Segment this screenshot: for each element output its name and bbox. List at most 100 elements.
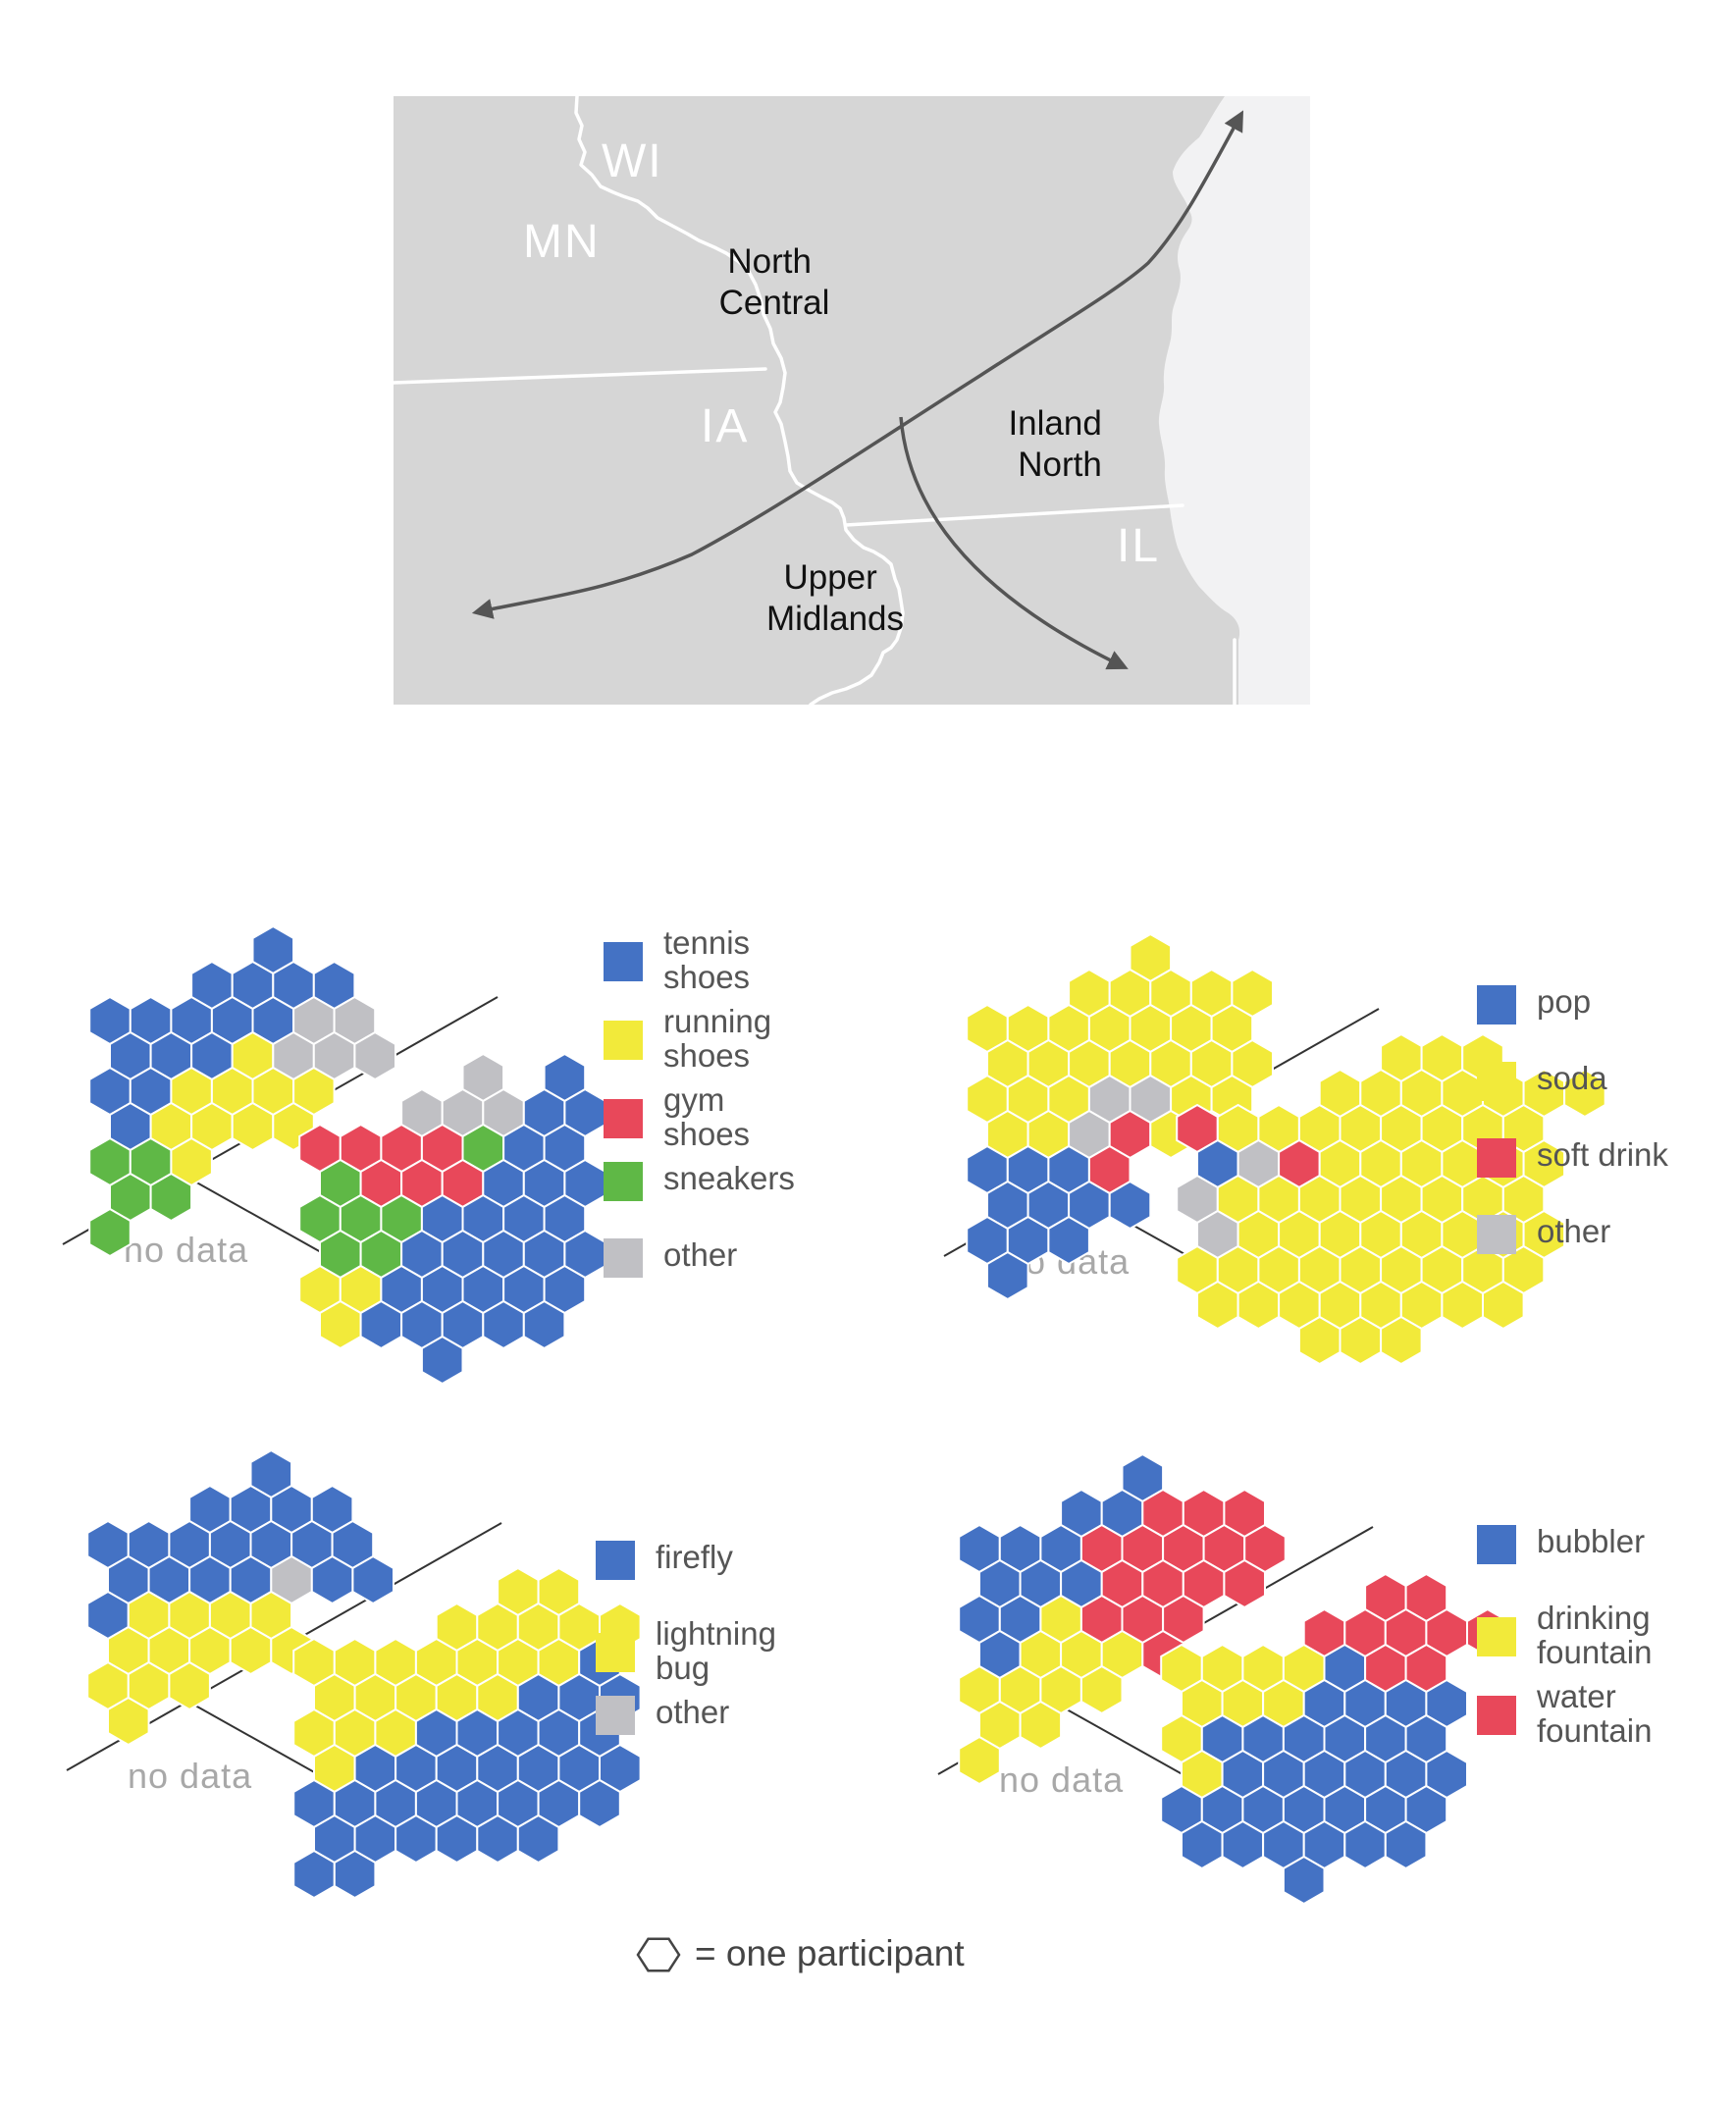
- region-label-line: Central: [719, 284, 830, 322]
- hex-cluster-north-central: [966, 932, 1274, 1301]
- legend-item: bubbler: [1477, 1523, 1645, 1564]
- region-label-line: North: [727, 242, 812, 281]
- participant-hex: [1223, 1558, 1266, 1609]
- participant-hex: [353, 1030, 396, 1081]
- hex-cluster-north-central: [86, 1448, 395, 1747]
- hex-cluster-north-central: [88, 924, 396, 1258]
- hex-cluster-inland-north: [298, 1052, 606, 1386]
- legend-label: soda: [1537, 1060, 1607, 1096]
- dialect-branch-arrow: [899, 416, 1129, 670]
- legend-label-line: bug: [656, 1650, 710, 1686]
- region-label-line: Inland: [1008, 404, 1101, 443]
- legend-item: soft drink: [1477, 1136, 1668, 1178]
- participant-hex: [986, 1250, 1029, 1301]
- legend-item: gym shoes: [604, 1081, 750, 1152]
- panel-firefly: no data firefly lightning bug other: [66, 1448, 776, 1900]
- participant-hex: [1019, 1700, 1063, 1751]
- participant-hex: [578, 1778, 621, 1829]
- participant-hex: [149, 1172, 193, 1223]
- no-data-label: no data: [128, 1756, 252, 1796]
- hex-cluster-inland-north: [292, 1566, 642, 1900]
- legend-item: other: [1477, 1213, 1610, 1254]
- hex-cluster-inland-north: [1160, 1572, 1509, 1906]
- no-data-label: no data: [999, 1760, 1124, 1800]
- legend-label-line: water: [1536, 1678, 1616, 1714]
- no-data-label: no data: [124, 1230, 248, 1270]
- region-label-line: North: [1018, 446, 1102, 484]
- legend-swatch: [604, 1021, 643, 1060]
- legend-label-line: other: [656, 1694, 729, 1730]
- legend-swatch: [604, 1238, 643, 1278]
- legend-label: bubbler: [1537, 1523, 1645, 1559]
- legend-label: firefly: [656, 1539, 733, 1575]
- legend-item: tennis shoes: [604, 924, 750, 995]
- region-label-line: Midlands: [766, 600, 904, 638]
- participant-hex: [168, 1660, 211, 1711]
- region-label-upper-midlands: Upper Midlands: [766, 558, 904, 638]
- legend-item: firefly: [596, 1539, 733, 1580]
- participant-hex: [420, 1335, 464, 1386]
- hex-cluster-north-central: [958, 1452, 1287, 1786]
- hexagon-key-label: = one participant: [695, 1933, 965, 1973]
- legend-label: water fountain: [1536, 1678, 1652, 1749]
- region-label-inland-north: Inland North: [1008, 404, 1111, 484]
- legend-label-line: gym: [663, 1081, 724, 1118]
- participant-hex: [88, 1207, 132, 1258]
- legend-swatch: [1477, 1062, 1516, 1101]
- legend-label-line: fountain: [1537, 1712, 1652, 1749]
- participant-hex: [351, 1554, 395, 1605]
- region-label-north-central: North Central: [719, 242, 830, 322]
- legend-label-line: fountain: [1537, 1634, 1652, 1670]
- legend-label: other: [663, 1236, 737, 1273]
- legend-label: other: [656, 1694, 729, 1730]
- participant-hex: [333, 1849, 377, 1900]
- dialect-region-map: WI MN IA IL North Central Inland North U…: [394, 96, 1310, 705]
- state-label-mn: MN: [523, 216, 601, 268]
- legend-label: soft drink: [1537, 1136, 1668, 1173]
- legend-item: lightning bug: [596, 1615, 776, 1686]
- state-label-wi: WI: [602, 135, 663, 187]
- legend-label-line: firefly: [656, 1539, 733, 1575]
- region-label-line: Upper: [783, 558, 877, 597]
- legend-item: water fountain: [1477, 1678, 1652, 1749]
- participant-hex: [1108, 1180, 1152, 1231]
- legend-label: running shoes: [663, 1003, 771, 1074]
- participant-hex: [1563, 1068, 1606, 1119]
- legend-label-line: tennis: [663, 924, 750, 961]
- legend-label-line: pop: [1537, 983, 1591, 1020]
- legend-item: drinking fountain: [1477, 1600, 1652, 1670]
- legend-label-line: other: [1537, 1213, 1610, 1249]
- participant-hex: [1384, 1819, 1428, 1870]
- dialect-boundary-arrow: [471, 110, 1244, 619]
- hexagon-key: = one participant: [636, 1933, 965, 1973]
- legend-swatch: [604, 1162, 643, 1201]
- legend-swatch: [1477, 1138, 1516, 1178]
- legend-item: running shoes: [604, 1003, 771, 1074]
- legend-label: drinking fountain: [1537, 1600, 1652, 1670]
- legend-item: pop: [1477, 983, 1591, 1025]
- legend-label-line: shoes: [663, 1116, 750, 1152]
- hexagon-key-icon: [636, 1937, 681, 1972]
- legend-swatch: [1477, 1696, 1516, 1735]
- legend-label-line: running: [663, 1003, 771, 1039]
- legend-label-line: other: [663, 1236, 737, 1273]
- legend-swatch: [604, 942, 643, 981]
- legend-item: other: [604, 1236, 737, 1278]
- legend-label-line: sneakers: [663, 1160, 795, 1196]
- participant-hex: [1079, 1664, 1124, 1715]
- legend-swatch: [1477, 1617, 1516, 1656]
- legend-label-line: bubbler: [1537, 1523, 1645, 1559]
- legend-item: soda: [1477, 1060, 1607, 1101]
- participant-hex: [1282, 1855, 1326, 1906]
- participant-hex: [107, 1696, 150, 1747]
- legend: firefly lightning bug other: [596, 1539, 776, 1735]
- legend-swatch: [1477, 985, 1516, 1025]
- participant-hex: [1380, 1315, 1423, 1366]
- state-label-ia: IA: [701, 400, 749, 452]
- legend-swatch: [596, 1633, 635, 1672]
- legend-label-line: shoes: [663, 1037, 750, 1074]
